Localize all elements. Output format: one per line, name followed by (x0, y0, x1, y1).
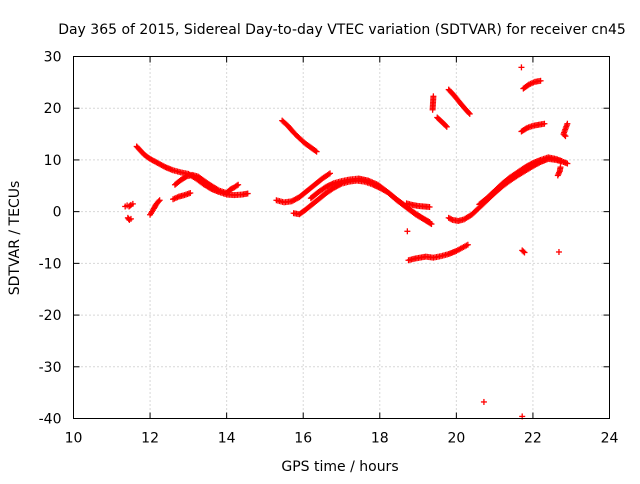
series-pt-22.7 (555, 248, 562, 255)
y-tick-label: -10 (39, 256, 62, 272)
series-pt-21.7top (518, 64, 525, 71)
grid (73, 56, 610, 419)
series-arc-21.7b (518, 120, 548, 135)
x-tick-label: 22 (524, 431, 542, 447)
series-pts-19.4 (429, 93, 437, 113)
series-pts-22.8 (560, 120, 571, 140)
series-arc-15.4 (273, 170, 334, 206)
x-tick-label: 14 (218, 431, 236, 447)
series-arc-12.7 (171, 171, 242, 197)
series-arc-12.0 (147, 197, 163, 218)
y-axis-label: SDTVAR / TECUs (7, 181, 23, 296)
x-tick-label: 16 (294, 431, 312, 447)
series-arc-19.8 (445, 155, 571, 224)
series-arc-16.2 (307, 175, 435, 228)
x-tick-label: 18 (371, 431, 389, 447)
series-arc-11.4b (124, 214, 134, 223)
y-tick-label: 0 (53, 205, 62, 221)
x-tick-label: 24 (601, 431, 619, 447)
series-arc-15.5 (279, 117, 320, 155)
x-tick-label: 12 (141, 431, 159, 447)
y-tick-label: -40 (39, 412, 62, 428)
series-arc-11.4a (122, 200, 136, 210)
series-pt-18.7 (404, 228, 411, 235)
y-tick-label: -30 (39, 360, 62, 376)
y-tick-label: -20 (39, 308, 62, 324)
series-pt-20.7 (480, 398, 487, 405)
chart-title: Day 365 of 2015, Sidereal Day-to-day VTE… (58, 22, 626, 38)
x-axis-label: GPS time / hours (281, 459, 398, 475)
series-arc-18.7 (405, 241, 471, 264)
series-arc-20.6 (476, 154, 565, 208)
series-arc-12.6 (170, 190, 194, 203)
series-arc-21.7a (520, 77, 544, 92)
y-tick-label: 30 (44, 50, 62, 66)
y-tick-label: 20 (44, 101, 62, 117)
series-pts-22.7 (554, 164, 564, 179)
x-tick-label: 20 (447, 431, 465, 447)
y-tick-label: 10 (44, 153, 62, 169)
series-arc-18.8 (403, 200, 433, 210)
series-pts-21.7 (519, 247, 528, 256)
x-tick-label: 10 (65, 431, 83, 447)
plot-frame (73, 56, 610, 419)
series-arc-19.55 (434, 114, 450, 130)
data-points (122, 64, 571, 420)
series-arc-19.8b (445, 86, 473, 117)
axis-ticks: 10 12 14 16 18 20 22 24 -40 -30 -20 -10 0 10 20 30 (39, 50, 619, 447)
